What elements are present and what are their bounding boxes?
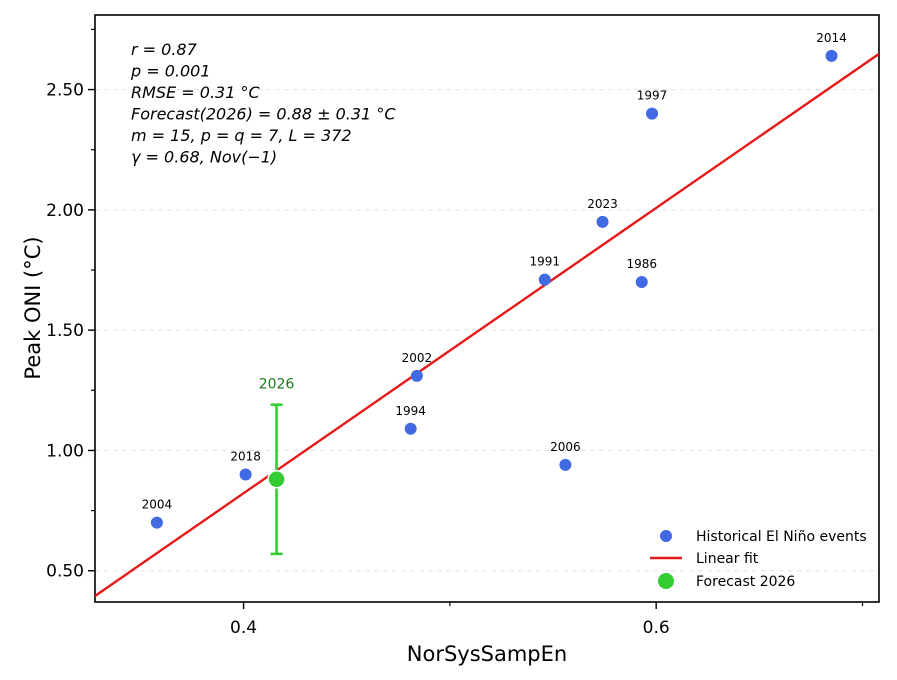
- data-point: [239, 468, 252, 481]
- forecast-point: [267, 470, 286, 489]
- stat-line: m = 15, p = q = 7, L = 372: [131, 126, 352, 145]
- axes: [94, 14, 880, 603]
- point-label: 1994: [395, 404, 426, 418]
- point-label: 2002: [402, 351, 433, 365]
- stat-line: γ = 0.68, Nov(−1): [131, 148, 277, 167]
- y-tick-label: 1.00: [46, 441, 84, 461]
- x-tick-label: 0.4: [230, 618, 257, 638]
- data-points: 2004 2018 1994 2002 1991 2006 2023 1986 1997 2014: [142, 31, 847, 529]
- stat-line: r = 0.87: [131, 40, 198, 59]
- data-point: [596, 215, 609, 228]
- legend-marker-points: [660, 530, 672, 542]
- y-axis-label: Peak ONI (°C): [21, 236, 45, 379]
- stat-line: Forecast(2026) = 0.88 ± 0.31 °C: [131, 105, 396, 124]
- grid-lines: [95, 89, 879, 572]
- forecast-group: 2026: [259, 377, 295, 556]
- point-label: 2023: [587, 197, 618, 211]
- forecast-label: 2026: [259, 377, 295, 393]
- stat-line: p = 0.001: [130, 62, 211, 81]
- data-point: [559, 458, 572, 471]
- y-tick-label: 2.50: [46, 81, 84, 101]
- point-label: 1991: [529, 255, 560, 269]
- point-label: 2004: [142, 498, 173, 512]
- stats-annotation: r = 0.87 p = 0.001 RMSE = 0.31 °C Forecast(…: [130, 40, 396, 167]
- stat-line: RMSE = 0.31 °C: [131, 83, 260, 102]
- data-point: [150, 516, 163, 529]
- y-tick-label: 0.50: [46, 562, 84, 582]
- legend-marker-forecast: [658, 573, 674, 589]
- y-tick-label: 1.50: [46, 321, 84, 341]
- fit-layer: [95, 52, 879, 597]
- fit-line: [95, 52, 879, 597]
- x-tick-label: 0.6: [643, 618, 670, 638]
- legend-entry: Forecast 2026: [696, 574, 795, 590]
- data-point: [825, 49, 838, 62]
- data-point: [646, 107, 659, 120]
- y-tick-label: 2.00: [46, 201, 84, 221]
- legend-entry: Linear fit: [696, 551, 759, 567]
- point-label: 2006: [550, 440, 581, 454]
- legend: Historical El Niño events Linear fit Forec…: [650, 529, 867, 590]
- legend-entry: Historical El Niño events: [696, 529, 867, 545]
- plot-frame: [94, 14, 880, 603]
- point-label: 1997: [637, 89, 668, 103]
- point-label: 2018: [230, 449, 261, 463]
- data-point: [404, 422, 417, 435]
- data-point: [538, 273, 551, 286]
- point-label: 2014: [816, 31, 847, 45]
- x-axis-label: NorSysSampEn: [407, 642, 567, 666]
- point-label: 1986: [626, 257, 657, 271]
- ticks: 0.50 1.00 1.50 2.00 2.50 0.4 0.6: [46, 28, 864, 638]
- data-point: [410, 369, 423, 382]
- data-point: [635, 276, 648, 289]
